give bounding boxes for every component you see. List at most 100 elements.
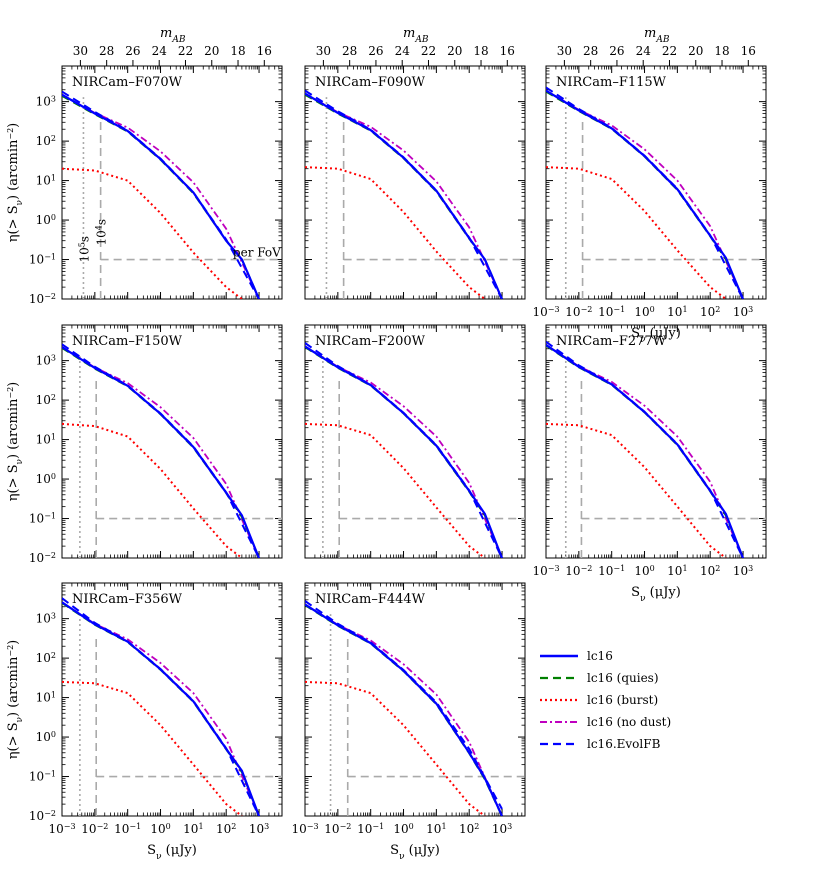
top-axis-label: mAB bbox=[403, 26, 429, 45]
top-axis-tick-label: 24 bbox=[395, 44, 411, 58]
plot-area bbox=[62, 343, 282, 558]
panel-title: NIRCam–F356W bbox=[72, 592, 183, 607]
panel-nircam-f200w: NIRCam–F200W bbox=[304, 324, 526, 559]
series-line-lc16-quies bbox=[305, 346, 503, 558]
y-tick-label: 102 bbox=[36, 134, 56, 149]
y-tick-label: 101 bbox=[36, 690, 56, 705]
series-line-lc16 bbox=[62, 93, 261, 299]
panel-title: NIRCam–F115W bbox=[556, 75, 667, 90]
x-tick-label: 10−1 bbox=[598, 305, 625, 320]
plot-frame bbox=[304, 324, 526, 559]
top-axis-tick-label: 30 bbox=[557, 44, 572, 58]
series-line-lc16-no-dust bbox=[305, 603, 503, 816]
y-tick-label: 10−2 bbox=[29, 551, 56, 566]
panels-layer: NIRCam–F070W per FoV 105s 104s 30 28 26 24 22 20 1… bbox=[6, 26, 767, 862]
annotation-per-fov: per FoV bbox=[233, 246, 281, 260]
series-line-lc16-quies bbox=[546, 90, 744, 299]
panel-title: NIRCam–F277W bbox=[556, 334, 667, 349]
panel-nircam-f356w: NIRCam–F356W 103 102 101 100 10−1 10−2 η(> Sν) … bbox=[6, 582, 283, 862]
y-tick-label: 103 bbox=[36, 94, 56, 109]
x-tick-label: 10−3 bbox=[532, 305, 559, 320]
x-tick-label: 101 bbox=[667, 564, 687, 579]
y-tick-label: 10−1 bbox=[29, 252, 56, 267]
y-tick-label: 101 bbox=[36, 173, 56, 188]
series-line-lc16-quies bbox=[62, 347, 260, 558]
series-line-lc16-burst bbox=[62, 422, 243, 558]
top-axis-label: mAB bbox=[160, 26, 186, 45]
legend: lc16 lc16 (quies) lc16 (burst) lc16 (no dus… bbox=[540, 649, 671, 751]
top-axis-tick-label: 20 bbox=[447, 44, 462, 58]
panel-nircam-f090w: NIRCam–F090W 30 28 26 24 22 20 18 16 mAB bbox=[304, 26, 526, 300]
x-tick-label: 10−2 bbox=[324, 822, 351, 837]
legend-label: lc16 (no dust) bbox=[587, 715, 671, 729]
x-tick-label: 100 bbox=[150, 822, 170, 837]
y-tick-label: 100 bbox=[36, 213, 56, 228]
top-axis-tick-label: 18 bbox=[714, 44, 729, 58]
top-axis-tick-label: 18 bbox=[230, 44, 245, 58]
top-axis-tick-label: 22 bbox=[662, 44, 677, 58]
top-axis-tick-label: 26 bbox=[368, 44, 383, 58]
series-line-lc16-no-dust bbox=[546, 344, 744, 558]
y-tick-label: 102 bbox=[36, 651, 56, 666]
y-tick-label: 103 bbox=[36, 353, 56, 368]
panel-nircam-f277w: NIRCam–F277W 10−3 10−2 10−1 100 101 102 103 Sν (… bbox=[532, 324, 767, 604]
y-axis-label: η(> Sν) (arcmin−2) bbox=[6, 640, 26, 760]
top-axis-tick-label: 28 bbox=[342, 44, 357, 58]
x-tick-label: 100 bbox=[634, 305, 654, 320]
x-tick-label: 10−3 bbox=[291, 822, 318, 837]
series-line-lc16-quies bbox=[62, 602, 260, 816]
x-axis-label: Sν (μJy) bbox=[631, 326, 681, 345]
annotation-1e4s: 104s bbox=[94, 219, 109, 246]
x-tick-label: 10−1 bbox=[598, 564, 625, 579]
panel-nircam-f070w: NIRCam–F070W per FoV 105s 104s 30 28 26 24 22 20 1… bbox=[6, 26, 283, 306]
plot-area bbox=[305, 89, 525, 299]
series-line-lc16-burst bbox=[305, 680, 486, 816]
top-axis-tick-label: 30 bbox=[73, 44, 88, 58]
top-axis-tick-label: 30 bbox=[316, 44, 331, 58]
legend-label: lc16 (burst) bbox=[587, 693, 658, 707]
x-tick-label: 103 bbox=[492, 822, 512, 837]
legend-label: lc16 (quies) bbox=[587, 671, 659, 685]
x-tick-label: 103 bbox=[733, 564, 753, 579]
series-line-lc16-no-dust bbox=[62, 346, 260, 558]
plot-area bbox=[62, 597, 282, 816]
y-axis-label: η(> Sν) (arcmin−2) bbox=[6, 382, 26, 502]
plot-frame bbox=[545, 324, 767, 559]
x-tick-label: 100 bbox=[393, 822, 413, 837]
x-tick-label: 101 bbox=[426, 822, 446, 837]
x-axis-label: Sν (μJy) bbox=[147, 843, 197, 862]
series-line-lc16 bbox=[305, 345, 504, 558]
series-line-lc16 bbox=[305, 603, 504, 816]
x-tick-label: 10−1 bbox=[114, 822, 141, 837]
series-line-lc16-burst bbox=[305, 422, 486, 558]
series-line-lc16-evolfb bbox=[305, 600, 503, 810]
y-tick-label: 100 bbox=[36, 730, 56, 745]
series-line-lc16-burst bbox=[546, 422, 727, 558]
series-line-lc16 bbox=[546, 343, 745, 558]
y-tick-label: 103 bbox=[36, 611, 56, 626]
panel-title: NIRCam–F070W bbox=[72, 75, 183, 90]
plot-frame bbox=[304, 582, 526, 817]
series-line-lc16-burst bbox=[305, 166, 486, 299]
panel-title: NIRCam–F444W bbox=[315, 592, 426, 607]
x-tick-label: 102 bbox=[700, 305, 720, 320]
panel-nircam-f444w: NIRCam–F444W 10−3 10−2 10−1 100 101 102 103 Sν (… bbox=[291, 582, 526, 862]
top-axis-tick-label: 26 bbox=[125, 44, 140, 58]
series-line-lc16-quies bbox=[305, 93, 503, 299]
y-tick-label: 10−2 bbox=[29, 292, 56, 307]
x-tick-label: 102 bbox=[700, 564, 720, 579]
series-line-lc16-no-dust bbox=[305, 345, 503, 558]
top-axis-tick-label: 20 bbox=[688, 44, 703, 58]
x-tick-label: 103 bbox=[249, 822, 269, 837]
series-line-lc16-no-dust bbox=[305, 92, 503, 299]
legend-label: lc16 bbox=[587, 649, 613, 663]
x-tick-label: 10−2 bbox=[81, 822, 108, 837]
series-line-lc16-evolfb bbox=[305, 89, 503, 299]
panel-nircam-f150w: NIRCam–F150W 103 102 101 100 10−1 10−2 η(> Sν) … bbox=[6, 324, 283, 566]
series-line-lc16-burst bbox=[546, 166, 727, 299]
series-line-lc16-evolfb bbox=[62, 597, 260, 816]
series-line-lc16-burst bbox=[62, 167, 243, 299]
series-line-lc16-evolfb bbox=[546, 340, 744, 558]
y-tick-label: 101 bbox=[36, 432, 56, 447]
